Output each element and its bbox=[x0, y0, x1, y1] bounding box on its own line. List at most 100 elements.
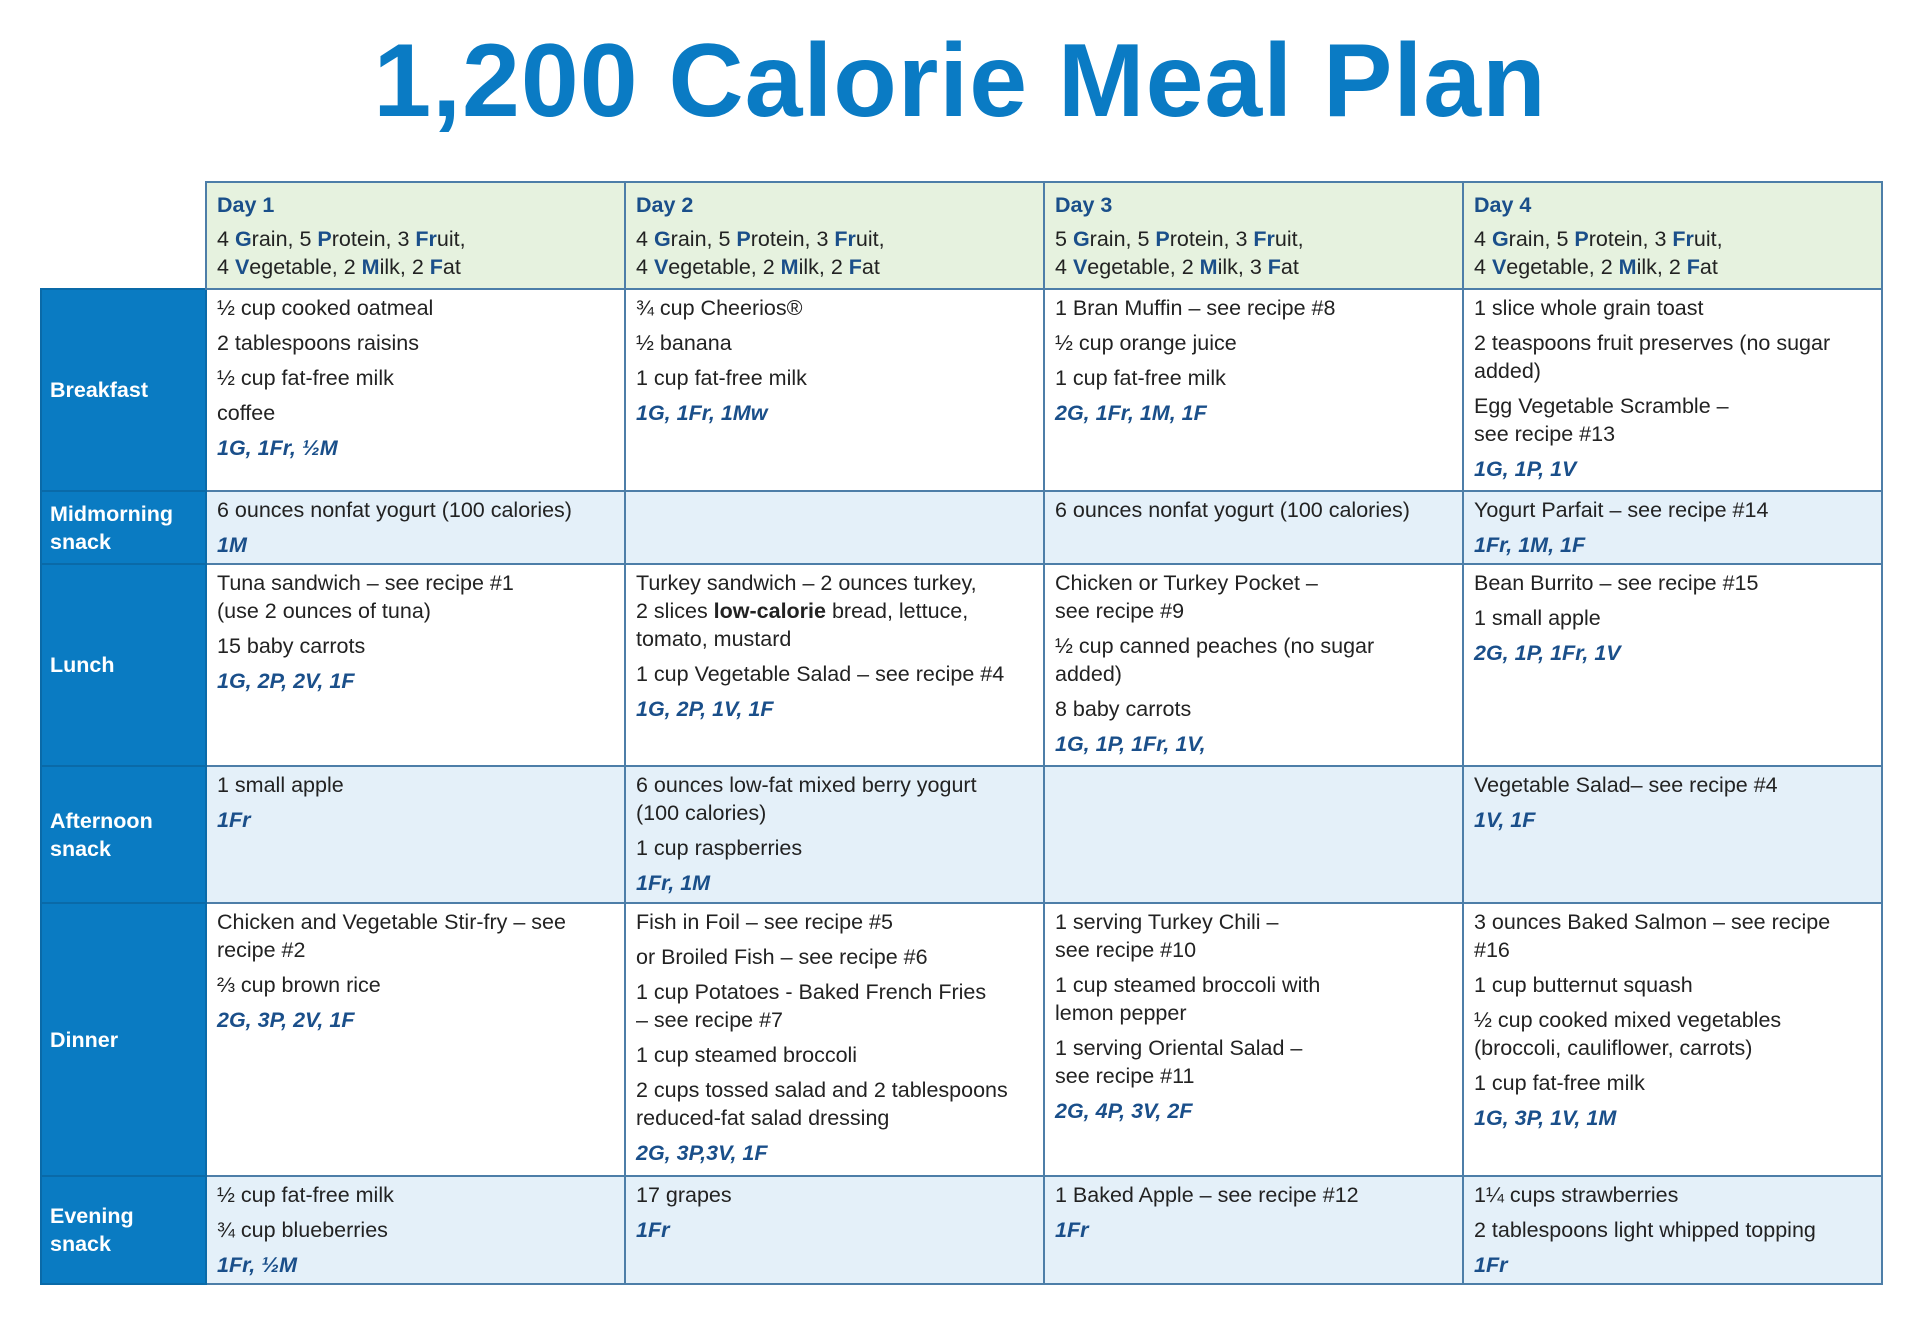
food-item: ½ cup cooked oatmeal bbox=[217, 296, 434, 320]
food-item: 1 serving Oriental Salad – see recipe #1… bbox=[1055, 1036, 1303, 1088]
food-item: or Broiled Fish – see recipe #6 bbox=[636, 945, 928, 969]
meal-label: Breakfast bbox=[40, 288, 207, 492]
text-segment: egetable, 2 bbox=[1087, 255, 1200, 279]
text-segment: egetable, 2 bbox=[249, 255, 362, 279]
bold-text: P bbox=[1574, 227, 1589, 251]
exchange-code: 1V, 1F bbox=[1474, 808, 1536, 832]
food-group-summary: 4 Vegetable, 2 Milk, 2 Fat bbox=[1474, 253, 1871, 281]
exchange-code: 1G, 1P, 1Fr, 1V, bbox=[1055, 732, 1206, 756]
text-segment: bread, lettuce, tomato, mustard bbox=[636, 599, 969, 651]
text-segment: ilk, 2 bbox=[1636, 255, 1687, 279]
food-group-summary: 5 Grain, 5 Protein, 3 Fruit, bbox=[1055, 225, 1452, 253]
food-item: 1 small apple bbox=[1474, 606, 1601, 630]
exchange-code: 1Fr, 1M bbox=[636, 871, 711, 895]
text-segment: 4 bbox=[1474, 227, 1492, 251]
text-segment: 4 bbox=[1055, 255, 1073, 279]
food-item: ½ cup cooked mixed vegetables (broccoli,… bbox=[1474, 1008, 1782, 1060]
meal-cell bbox=[624, 490, 1045, 565]
bold-text: G bbox=[1072, 227, 1090, 251]
meal-cell: ¾ cup Cheerios® ½ banana 1 cup fat-free mi… bbox=[624, 288, 1045, 492]
exchange-code: 1G, 1P, 1V bbox=[1474, 457, 1577, 481]
bold-text: low-calorie bbox=[713, 599, 826, 623]
text-segment: at bbox=[1280, 255, 1299, 279]
food-item: 1 slice whole grain toast bbox=[1474, 296, 1704, 320]
food-item: 6 ounces nonfat yogurt (100 calories) bbox=[1055, 498, 1410, 522]
food-item: 6 ounces nonfat yogurt (100 calories) bbox=[217, 498, 572, 522]
text-segment: uit, bbox=[1693, 227, 1723, 251]
food-group-summary: 4 Vegetable, 2 Milk, 3 Fat bbox=[1055, 253, 1452, 281]
day-name: Day 3 bbox=[1055, 193, 1113, 217]
food-group-summary: 4 Vegetable, 2 Milk, 2 Fat bbox=[636, 253, 1033, 281]
food-item: Fish in Foil – see recipe #5 bbox=[636, 910, 893, 934]
meal-cell: Bean Burrito – see recipe #15 1 small app… bbox=[1462, 563, 1883, 767]
food-group-summary: 4 Grain, 5 Protein, 3 Fruit, bbox=[1474, 225, 1871, 253]
bold-text: V bbox=[234, 255, 250, 279]
food-item: 1 cup Vegetable Salad – see recipe #4 bbox=[636, 662, 1005, 686]
bold-text: M bbox=[1618, 255, 1637, 279]
food-item: 6 ounces low-fat mixed berry yogurt (100… bbox=[636, 773, 977, 825]
exchange-code: 2G, 3P,3V, 1F bbox=[636, 1141, 768, 1165]
bold-text: Fr bbox=[1672, 227, 1694, 251]
text-segment: rain, 5 bbox=[670, 227, 737, 251]
exchange-code: 2G, 1Fr, 1M, 1F bbox=[1055, 401, 1207, 425]
meal-row: Evening snack ½ cup fat-free milk ¾ cup bl… bbox=[40, 1175, 1883, 1285]
food-item: ½ banana bbox=[636, 331, 732, 355]
exchange-code: 1G, 1Fr, 1Mw bbox=[636, 401, 768, 425]
food-item: 1 cup steamed broccoli with lemon pepper bbox=[1055, 973, 1321, 1025]
food-item: 17 grapes bbox=[636, 1183, 732, 1207]
food-item: Bean Burrito – see recipe #15 bbox=[1474, 571, 1759, 595]
meal-cell: Chicken or Turkey Pocket – see recipe #9… bbox=[1043, 563, 1464, 767]
food-item: 3 ounces Baked Salmon – see recipe #16 bbox=[1474, 910, 1831, 962]
text-segment: egetable, 2 bbox=[1506, 255, 1619, 279]
bold-text: F bbox=[1686, 255, 1700, 279]
food-item: 1 cup raspberries bbox=[636, 836, 803, 860]
meal-label: Afternoon snack bbox=[40, 765, 207, 904]
food-item: ½ cup orange juice bbox=[1055, 331, 1237, 355]
text-segment: rain, 5 bbox=[1089, 227, 1156, 251]
exchange-code: 1G, 2P, 2V, 1F bbox=[217, 669, 355, 693]
meal-row: Midmorning snack 6 ounces nonfat yogurt (… bbox=[40, 490, 1883, 565]
text-segment: 4 bbox=[217, 227, 235, 251]
meal-cell: 3 ounces Baked Salmon – see recipe #16 1 … bbox=[1462, 902, 1883, 1177]
food-item: Turkey sandwich – 2 ounces turkey, 2 sli… bbox=[636, 569, 1033, 653]
food-item: 2 tablespoons raisins bbox=[217, 331, 419, 355]
exchange-code: 1Fr bbox=[217, 808, 251, 832]
text-segment: 4 bbox=[217, 255, 235, 279]
meal-cell: 1¼ cups strawberries 2 tablespoons light … bbox=[1462, 1175, 1883, 1285]
text-segment: rotein, 3 bbox=[331, 227, 416, 251]
food-item: Tuna sandwich – see recipe #1 (use 2 oun… bbox=[217, 571, 514, 623]
exchange-code: 1Fr bbox=[636, 1218, 670, 1242]
meal-cell: Chicken and Vegetable Stir-fry – see rec… bbox=[205, 902, 626, 1177]
corner-cell bbox=[41, 182, 206, 289]
food-item: ½ cup fat-free milk bbox=[217, 1183, 394, 1207]
text-segment: at bbox=[861, 255, 880, 279]
day-header: Day 3 5 Grain, 5 Protein, 3 Fruit, 4 Veget… bbox=[1043, 181, 1464, 290]
text-segment: rain, 5 bbox=[251, 227, 318, 251]
bold-text: M bbox=[780, 255, 799, 279]
meal-label: Dinner bbox=[40, 902, 207, 1177]
food-item: 2 cups tossed salad and 2 tablespoons re… bbox=[636, 1078, 1008, 1130]
food-item: 1 cup fat-free milk bbox=[1474, 1071, 1645, 1095]
food-item: ½ cup fat-free milk bbox=[217, 366, 394, 390]
meal-cell bbox=[1043, 765, 1464, 904]
bold-text: V bbox=[1491, 255, 1507, 279]
food-item: Vegetable Salad– see recipe #4 bbox=[1474, 773, 1778, 797]
meal-row: Afternoon snack 1 small apple 1Fr 6 ounces … bbox=[40, 765, 1883, 904]
text-segment: uit, bbox=[436, 227, 466, 251]
exchange-code: 2G, 3P, 2V, 1F bbox=[217, 1008, 355, 1032]
food-item: 1 cup Potatoes - Baked French Fries – se… bbox=[636, 980, 987, 1032]
food-item: Yogurt Parfait – see recipe #14 bbox=[1474, 498, 1769, 522]
exchange-code: 1G, 1Fr, ½M bbox=[217, 436, 338, 460]
text-segment: Turkey sandwich – 2 ounces turkey, 2 sli… bbox=[636, 571, 977, 623]
meal-cell: 6 ounces nonfat yogurt (100 calories) bbox=[1043, 490, 1464, 565]
meal-cell: 1 Baked Apple – see recipe #12 1Fr bbox=[1043, 1175, 1464, 1285]
day-name: Day 2 bbox=[636, 193, 694, 217]
meal-cell: 1 serving Turkey Chili – see recipe #10 1… bbox=[1043, 902, 1464, 1177]
text-segment: uit, bbox=[1274, 227, 1304, 251]
bold-text: Fr bbox=[415, 227, 437, 251]
meal-cell: Fish in Foil – see recipe #5 or Broiled F… bbox=[624, 902, 1045, 1177]
meal-label: Midmorning snack bbox=[40, 490, 207, 565]
